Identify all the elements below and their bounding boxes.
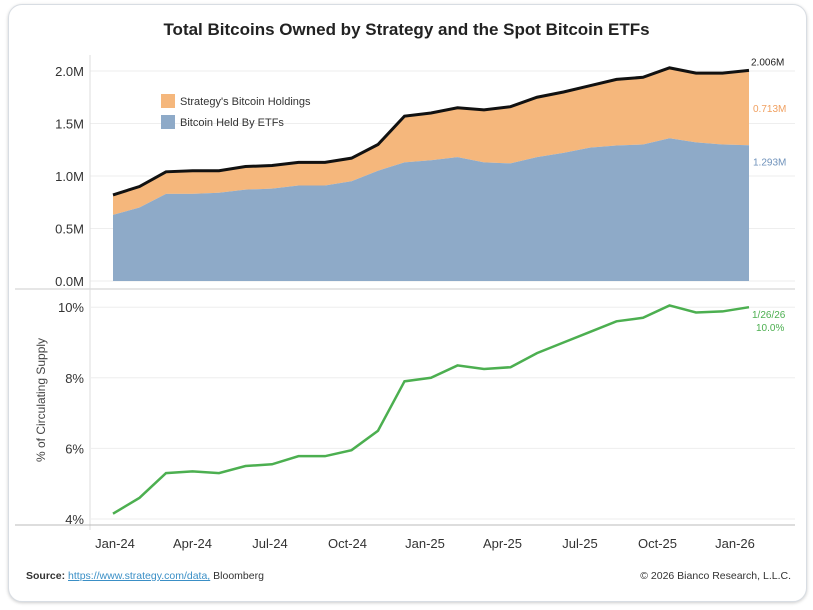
y-tick-label: 1.5M [55,117,84,132]
x-tick-label: Oct-25 [638,536,677,551]
y-tick-label: 1.0M [55,169,84,184]
x-tick-label: Jan-25 [405,536,445,551]
y-tick-label: 4% [65,512,84,527]
y-tick-label: 0.0M [55,274,84,289]
y-tick-label: 6% [65,441,84,456]
source-note: Source: https://www.strategy.com/data, B… [26,570,264,582]
y-tick-label: 8% [65,371,84,386]
source-link[interactable]: https://www.strategy.com/data, [68,570,211,582]
end-label-total: 2.006M [751,57,784,68]
total-line [112,66,750,197]
x-tick-label: Apr-25 [483,536,522,551]
x-tick-label: Jan-24 [95,536,135,551]
x-tick-label: Apr-24 [173,536,212,551]
end-label-etf: 1.293M [753,158,786,169]
y-tick-label: 2.0M [55,64,84,79]
legend-swatch [161,94,175,108]
chart-title: Total Bitcoins Owned by Strategy and the… [163,20,650,39]
legend-swatch [161,115,175,129]
legend-label: Strategy's Bitcoin Holdings [180,96,311,108]
source-label: Source: [26,570,66,582]
end-label-date: 1/26/26 [752,310,786,321]
x-tick-label: Jan-26 [715,536,755,551]
area-etf [113,138,749,281]
end-label-strategy: 0.713M [753,104,786,115]
legend-label: Bitcoin Held By ETFs [180,117,284,129]
y-axis-label: % of Circulating Supply [34,338,48,462]
area-strategy [113,67,749,215]
y-tick-label: 10% [58,300,84,315]
x-tick-label: Oct-24 [328,536,367,551]
y-tick-label: 0.5M [55,222,84,237]
end-label-value: 10.0% [756,323,784,334]
x-tick-label: Jul-25 [562,536,597,551]
copyright: © 2026 Bianco Research, L.L.C. [640,570,791,582]
source-rest: Bloomberg [213,570,264,582]
x-tick-label: Jul-24 [252,536,287,551]
pct-line [112,304,750,515]
